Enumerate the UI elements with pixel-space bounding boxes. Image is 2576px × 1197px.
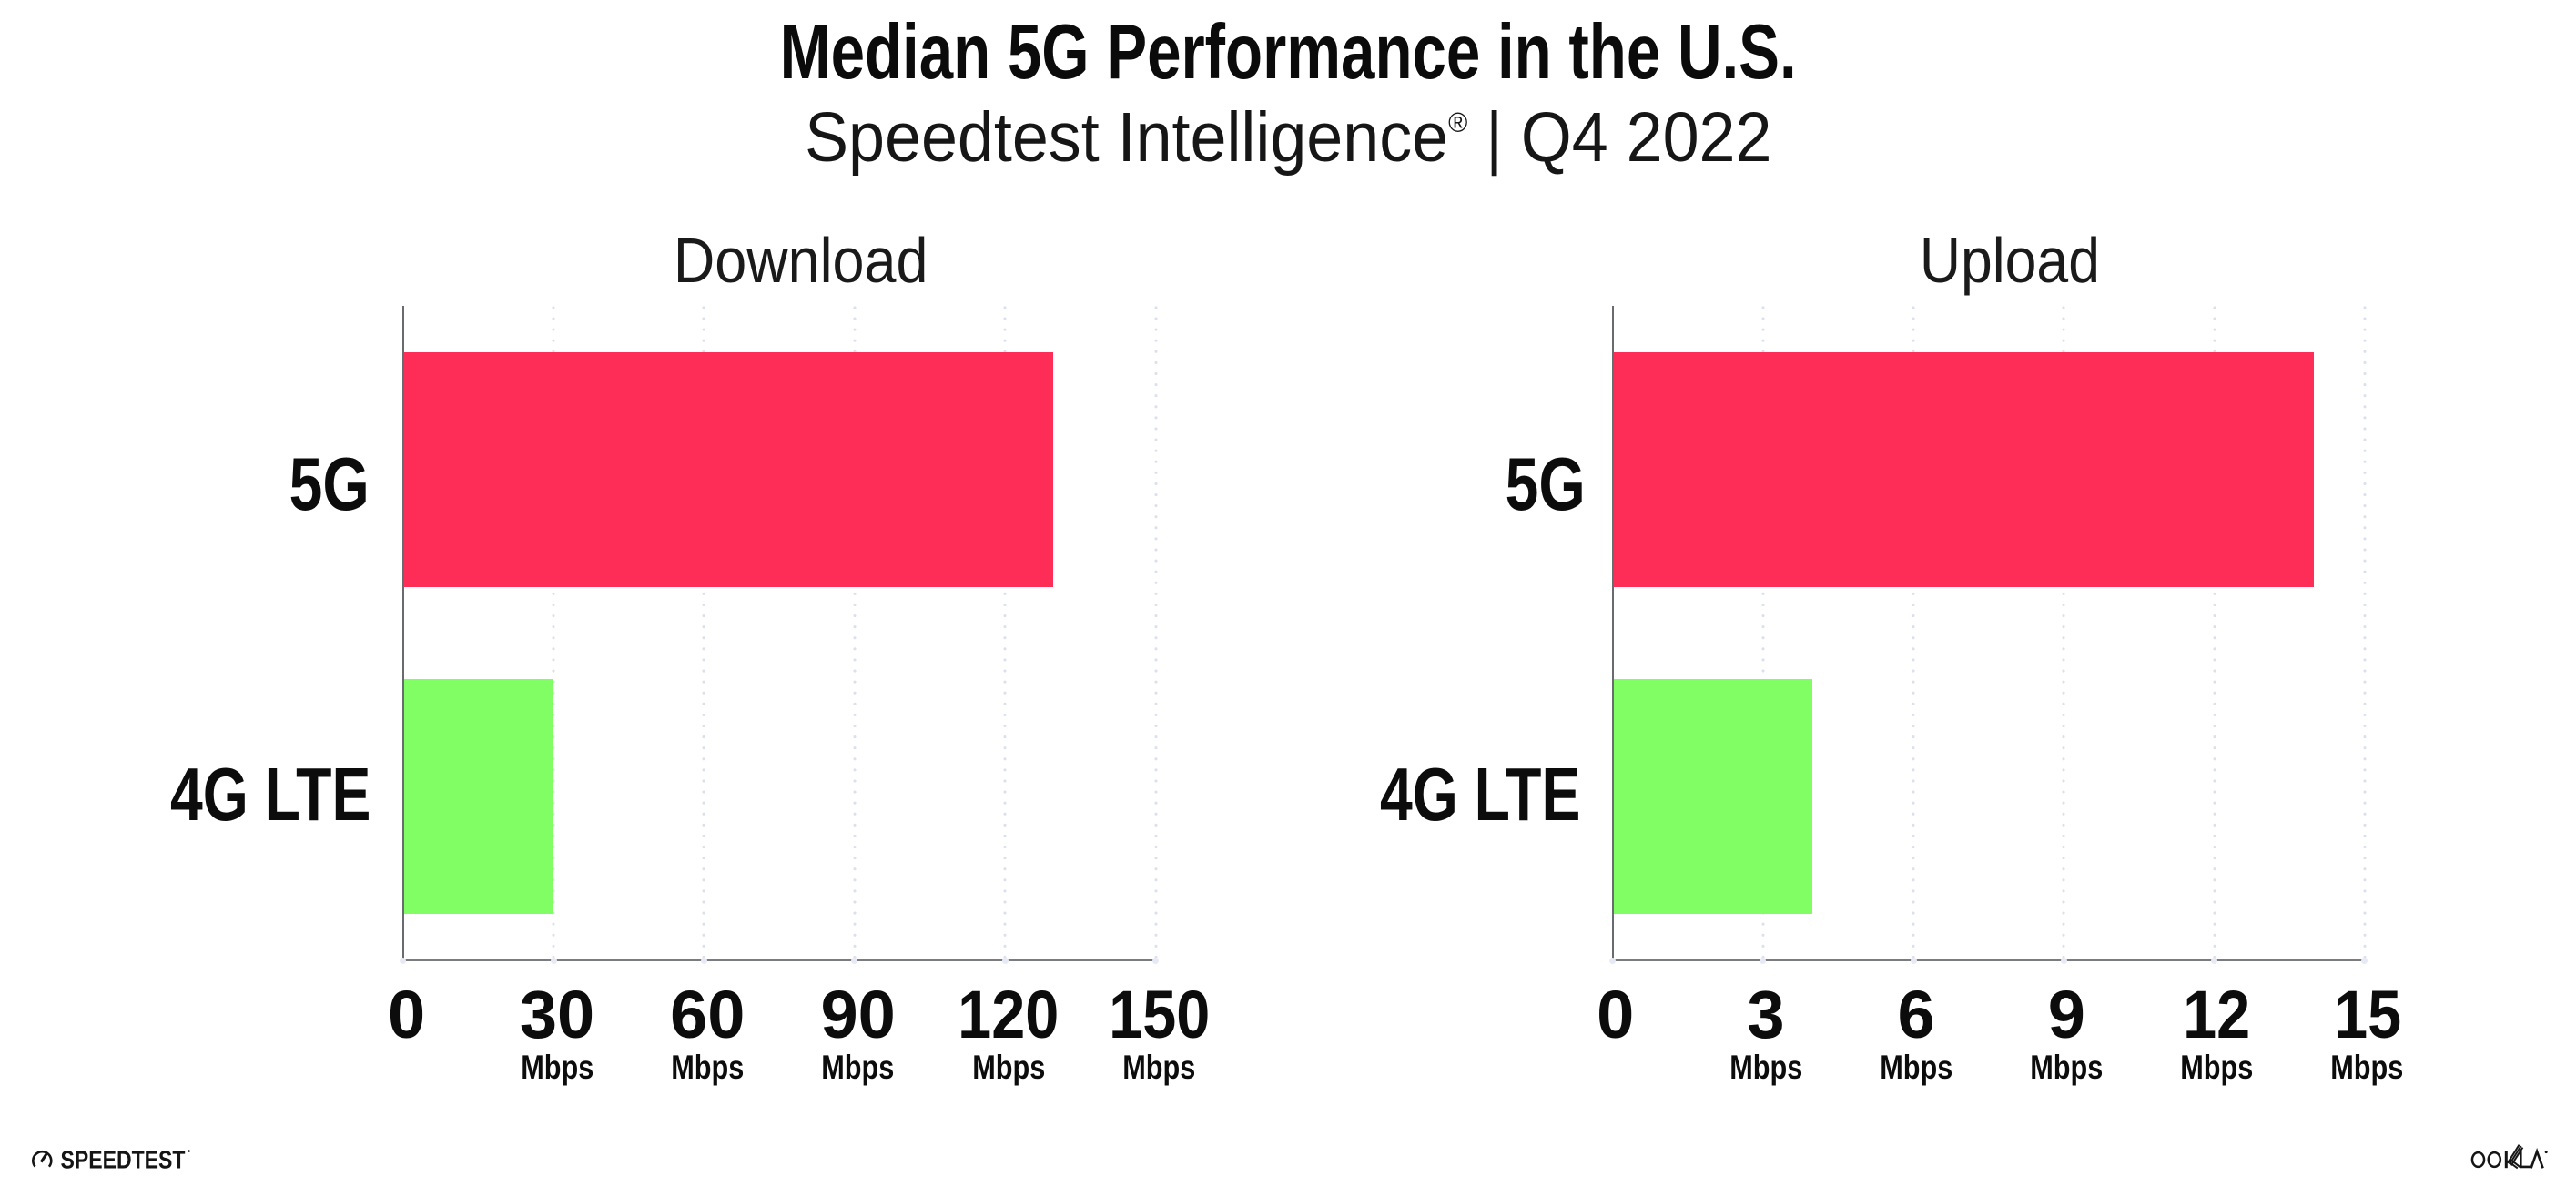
svg-text:SPEEDTEST: SPEEDTEST [61, 1146, 186, 1173]
